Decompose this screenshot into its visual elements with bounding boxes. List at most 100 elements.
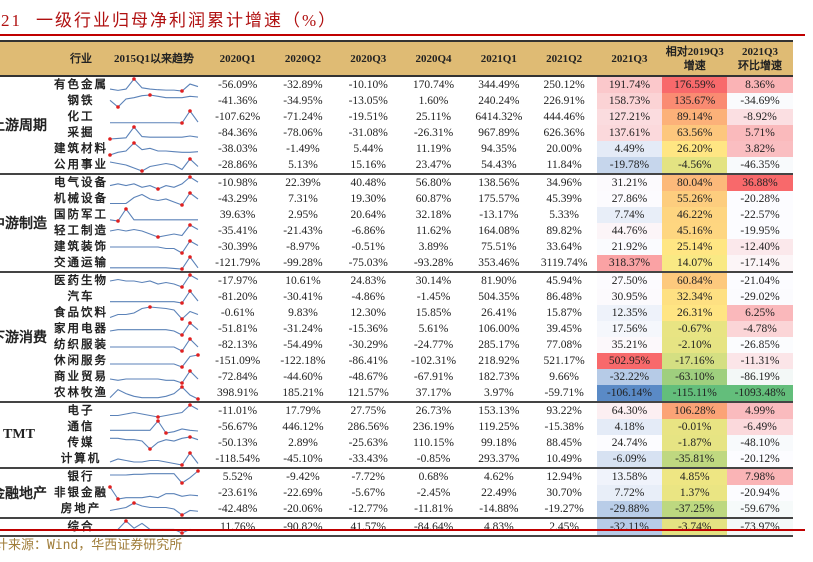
industry-group: 上游周期 有色金属 -56.09% -32.89% -10.10% 170.74% 344.…: [0, 77, 793, 175]
value-cell: 3.82%: [727, 141, 793, 157]
value-cell: 31.21%: [596, 175, 663, 191]
value-cell: -48.10%: [727, 435, 793, 451]
value-cell: -19.95%: [727, 223, 793, 239]
value-cell: 4.62%: [483, 471, 514, 483]
top-rule: [0, 34, 805, 36]
value-cell: 153.13%: [478, 405, 520, 417]
sparkline-max-marker: [188, 223, 192, 227]
sparkline-line: [109, 370, 199, 384]
value-cell: 2.95%: [288, 209, 318, 221]
value-cell: -11.31%: [727, 353, 793, 369]
value-cell: -32.89%: [283, 79, 323, 91]
trend-sparkline: [109, 305, 199, 321]
sparkline-line: [110, 404, 199, 418]
value-cell: -19.78%: [596, 157, 663, 173]
value-cell: -32.11%: [596, 519, 663, 535]
value-cell: -0.61%: [220, 307, 255, 319]
value-cell: 30.70%: [546, 487, 582, 499]
value-cell: 24.74%: [596, 435, 663, 451]
value-cell: 2.89%: [288, 437, 318, 449]
value-cell: 60.87%: [415, 193, 452, 205]
value-cell: -10.10%: [348, 79, 388, 91]
value-cell: 236.19%: [412, 421, 455, 433]
sparkline-min-marker: [156, 235, 160, 239]
sparkline-line: [109, 520, 199, 534]
value-cell: -48.67%: [348, 371, 388, 383]
value-cell: 175.57%: [478, 193, 520, 205]
value-cell: 12.35%: [596, 305, 663, 321]
value-cell: 353.46%: [478, 257, 520, 269]
industry-name: 计算机: [60, 453, 102, 465]
sparkline-line: [109, 274, 199, 288]
sparkline-line: [109, 452, 199, 466]
value-cell: -73.97%: [727, 519, 793, 535]
value-cell: -90.82%: [283, 521, 323, 533]
industry-name: 传媒: [67, 437, 95, 449]
sparkline-min-marker: [180, 267, 184, 271]
value-cell: -86.41%: [348, 355, 388, 367]
value-cell: 13.58%: [596, 469, 663, 485]
value-cell: -26.85%: [727, 337, 793, 353]
value-cell: 35.21%: [596, 337, 663, 353]
figure-number: 图21: [0, 11, 22, 30]
value-cell: 504.35%: [478, 291, 520, 303]
value-cell: -115.11%: [662, 385, 728, 401]
value-cell: -42.48%: [218, 503, 258, 515]
value-cell: 4.18%: [596, 419, 663, 435]
value-cell: 15.87%: [546, 307, 582, 319]
sparkline-line: [109, 486, 199, 500]
value-cell: 45.39%: [546, 193, 582, 205]
value-cell: 14.07%: [662, 255, 728, 271]
sparkline-max-marker: [132, 125, 136, 129]
sparkline-line: [109, 306, 199, 320]
trend-sparkline: [109, 223, 199, 239]
header-industry: 行业: [70, 52, 92, 65]
value-cell: 7.98%: [727, 469, 793, 485]
sparkline-min-marker: [180, 203, 184, 207]
value-cell: 344.49%: [478, 79, 520, 91]
value-cell: -5.67%: [351, 487, 386, 499]
industry-group: TMT 电子 -11.01% 17.79% 27.75% 26.73% 153.13% 93.…: [0, 403, 793, 469]
value-cell: 22.39%: [285, 177, 321, 189]
value-cell: 9.66%: [549, 371, 579, 383]
value-cell: -17.16%: [662, 353, 728, 369]
value-cell: -4.56%: [662, 157, 728, 173]
value-cell: 25.11%: [416, 111, 452, 123]
sparkline-max-marker: [188, 451, 192, 455]
value-cell: -67.91%: [413, 371, 454, 383]
value-cell: 293.37%: [478, 453, 520, 465]
trend-sparkline: [108, 485, 199, 501]
value-cell: 89.14%: [662, 109, 728, 125]
value-cell: 23.47%: [415, 159, 452, 171]
sparkline-max-marker: [188, 435, 192, 439]
value-cell: -35.81%: [662, 451, 728, 467]
value-cell: 158.73%: [596, 93, 663, 109]
trend-sparkline: [110, 469, 200, 485]
value-cell: 110.15%: [413, 437, 454, 449]
sparkline-line: [109, 224, 199, 238]
sparkline-max-marker: [124, 519, 128, 523]
value-cell: 56.80%: [415, 177, 452, 189]
sparkline-max-marker: [188, 273, 192, 277]
value-cell: 32.34%: [662, 289, 728, 305]
trend-sparkline: [109, 385, 200, 401]
sparkline-line: [110, 436, 199, 450]
value-cell: -17.14%: [727, 255, 793, 271]
value-cell: -4.78%: [727, 321, 793, 337]
table-row: 纺织服装 -82.13% -54.49% -30.29% -24.77% 285.17% 7…: [0, 337, 793, 353]
sparkline-min-marker: [108, 153, 112, 157]
value-cell: 30.95%: [596, 289, 663, 305]
value-cell: -121.79%: [215, 257, 261, 269]
value-cell: 12.94%: [546, 471, 582, 483]
value-cell: -2.45%: [416, 487, 451, 499]
value-cell: -84.64%: [413, 521, 454, 533]
value-cell: 240.24%: [478, 95, 520, 107]
industry-name: 银行: [67, 471, 95, 483]
sparkline-min-marker: [156, 187, 160, 191]
sparkline-max-marker: [188, 337, 192, 341]
value-cell: -0.51%: [351, 241, 386, 253]
value-cell: 250.12%: [543, 79, 585, 91]
header-trend: 2015Q1以来趋势: [113, 52, 195, 65]
group-label: TMT: [3, 427, 35, 442]
sparkline-max-marker: [124, 207, 128, 211]
